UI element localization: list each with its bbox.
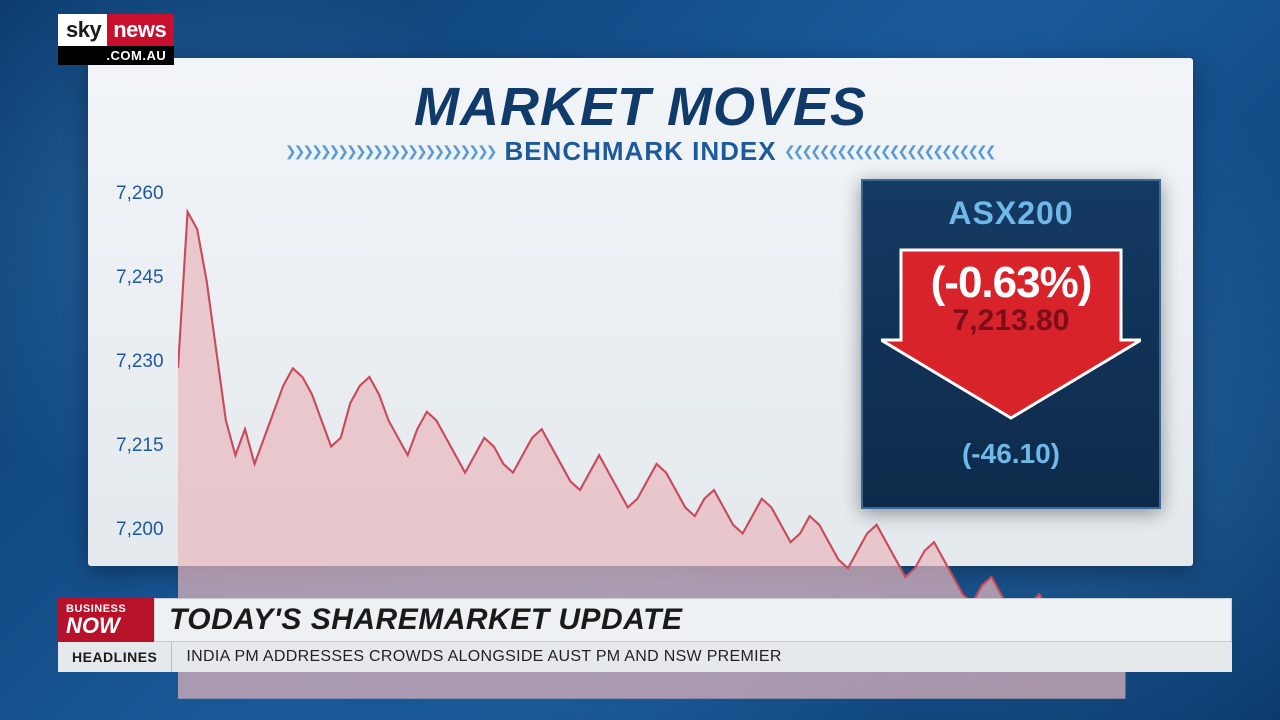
network-logo: sky news .COM.AU: [58, 14, 174, 65]
ytick: 7,245: [116, 267, 178, 289]
logo-domain: .COM.AU: [58, 46, 174, 65]
ticker-label: HEADLINES: [58, 642, 172, 672]
down-arrow-icon: (-0.63%) 7,213.80: [881, 240, 1141, 420]
index-summary-box: ASX200 (-0.63%) 7,213.80 (-46.10): [861, 179, 1161, 509]
ytick: 7,200: [116, 519, 178, 541]
index-percent-change: (-0.63%): [931, 258, 1092, 308]
y-axis: 7,260 7,245 7,230 7,215 7,200: [116, 177, 178, 547]
logo-brand-news: news: [107, 14, 174, 46]
ytick: 7,230: [116, 351, 178, 373]
market-panel: MARKET MOVES ❯❯❯❯❯❯❯❯❯❯❯❯❯❯❯❯❯❯❯❯❯❯❯❯ BE…: [88, 58, 1193, 566]
ticker-text: INDIA PM ADDRESSES CROWDS ALONGSIDE AUST…: [172, 648, 781, 666]
index-name: ASX200: [948, 195, 1073, 232]
headline-text: TODAY'S SHAREMARKET UPDATE: [169, 603, 683, 637]
chevrons-right-icon: ❯❯❯❯❯❯❯❯❯❯❯❯❯❯❯❯❯❯❯❯❯❯❯❯: [787, 143, 997, 160]
chart-plot: ASX200 (-0.63%) 7,213.80 (-46.10): [178, 177, 1165, 547]
program-line2: NOW: [66, 615, 154, 637]
headline-bar: TODAY'S SHAREMARKET UPDATE: [154, 598, 1232, 642]
chart-area: 7,260 7,245 7,230 7,215 7,200 ASX200 (-0…: [116, 177, 1165, 547]
logo-brand-sky: sky: [58, 14, 107, 46]
ticker-bar: HEADLINES INDIA PM ADDRESSES CROWDS ALON…: [58, 642, 1232, 672]
ytick: 7,215: [116, 435, 178, 457]
panel-title: MARKET MOVES: [116, 76, 1165, 138]
index-value: 7,213.80: [953, 304, 1070, 338]
panel-subtitle: BENCHMARK INDEX: [504, 136, 776, 167]
panel-subtitle-row: ❯❯❯❯❯❯❯❯❯❯❯❯❯❯❯❯❯❯❯❯❯❯❯❯ BENCHMARK INDEX…: [116, 136, 1165, 167]
index-point-change: (-46.10): [962, 438, 1060, 470]
chevrons-left-icon: ❯❯❯❯❯❯❯❯❯❯❯❯❯❯❯❯❯❯❯❯❯❯❯❯: [285, 143, 495, 160]
program-badge: BUSINESS NOW: [58, 598, 154, 642]
ytick: 7,260: [116, 183, 178, 205]
